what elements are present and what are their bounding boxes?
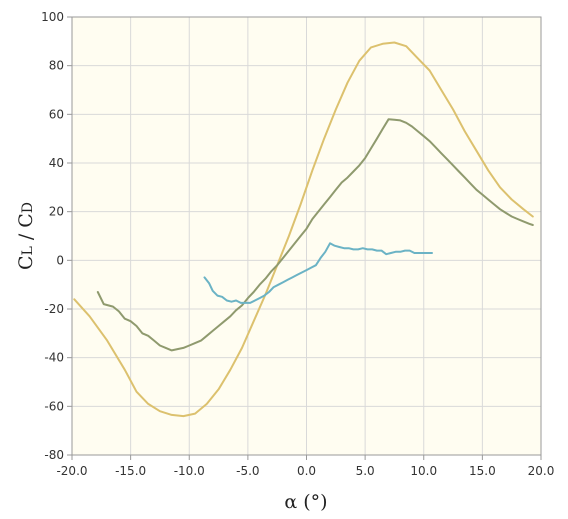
x-tick-label: 15.0 bbox=[469, 464, 496, 478]
y-axis-title-sep: / C bbox=[15, 213, 37, 246]
y-tick-label: 100 bbox=[41, 10, 64, 24]
x-tick-label: -5.0 bbox=[236, 464, 259, 478]
y-tick-label: -60 bbox=[44, 399, 64, 413]
x-tick-label: -10.0 bbox=[174, 464, 205, 478]
x-tick-label: -20.0 bbox=[56, 464, 87, 478]
x-tick-label: 0.0 bbox=[297, 464, 316, 478]
y-tick-label: 60 bbox=[49, 107, 64, 121]
x-axis-title: α (°) bbox=[284, 491, 327, 513]
y-axis-title-sub-l: L bbox=[20, 246, 36, 255]
x-tick-label: -15.0 bbox=[115, 464, 146, 478]
y-axis-title-sub-d: D bbox=[20, 202, 36, 213]
y-tick-label: -20 bbox=[44, 302, 64, 316]
x-tick-label: 20.0 bbox=[528, 464, 555, 478]
y-tick-label: 40 bbox=[49, 156, 64, 170]
y-tick-label: 80 bbox=[49, 59, 64, 73]
y-axis: 100 80 60 40 20 0 -20 -40 -60 -80 bbox=[41, 10, 72, 462]
y-axis-title: CL / CD bbox=[15, 202, 37, 270]
x-axis: -20.0 -15.0 -10.0 -5.0 0.0 5.0 10.0 15.0 20.0 bbox=[56, 455, 554, 478]
series-line-3 bbox=[203, 242, 433, 304]
series-line-1 bbox=[73, 41, 534, 418]
x-tick-label: 10.0 bbox=[410, 464, 437, 478]
x-tick-label: 5.0 bbox=[356, 464, 375, 478]
y-axis-title-main: C bbox=[15, 256, 37, 271]
series-group bbox=[73, 41, 534, 418]
series-line-2 bbox=[96, 118, 534, 352]
y-tick-label: -80 bbox=[44, 448, 64, 462]
y-tick-label: -40 bbox=[44, 351, 64, 365]
y-tick-label: 20 bbox=[49, 205, 64, 219]
y-tick-label: 0 bbox=[56, 253, 64, 267]
